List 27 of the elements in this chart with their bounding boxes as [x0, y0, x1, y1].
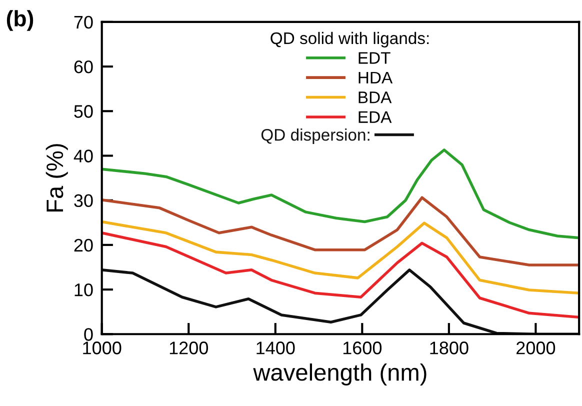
x-tick-label: 2000	[516, 342, 556, 354]
line-series	[102, 220, 580, 294]
x-tick-label: 1800	[430, 342, 468, 354]
legend-title: QD solid with ligands:	[270, 32, 429, 48]
legend-label: BDA	[358, 92, 392, 104]
y-tick-label: 40	[74, 150, 93, 162]
legend-label: HDA	[358, 72, 393, 84]
y-tick-label: 50	[74, 105, 93, 118]
y-tick-label: 70	[74, 16, 93, 29]
line-series	[102, 232, 580, 319]
text: QD dispersion:	[261, 128, 370, 144]
y-axis-title: Fa (%)	[46, 144, 68, 212]
x-tick-label: 1600	[343, 342, 382, 354]
y-tick-label: 30	[74, 194, 93, 208]
text: (b)	[6, 10, 34, 31]
y-tick-label: 20	[74, 238, 93, 252]
x-tick-label: 1000	[83, 342, 122, 354]
x-tick-label: 1200	[170, 342, 208, 354]
line-series	[102, 196, 580, 266]
legend-label: EDT	[358, 52, 390, 64]
x-axis-title: wavelength (nm)	[253, 363, 426, 386]
y-tick-label: 10	[74, 283, 93, 296]
y-tick-label: 60	[74, 60, 93, 74]
x-tick-label: 1400	[256, 342, 295, 354]
legend-label: EDA	[358, 111, 392, 123]
line-series	[102, 148, 580, 240]
y-tick-label: 0	[84, 328, 93, 341]
